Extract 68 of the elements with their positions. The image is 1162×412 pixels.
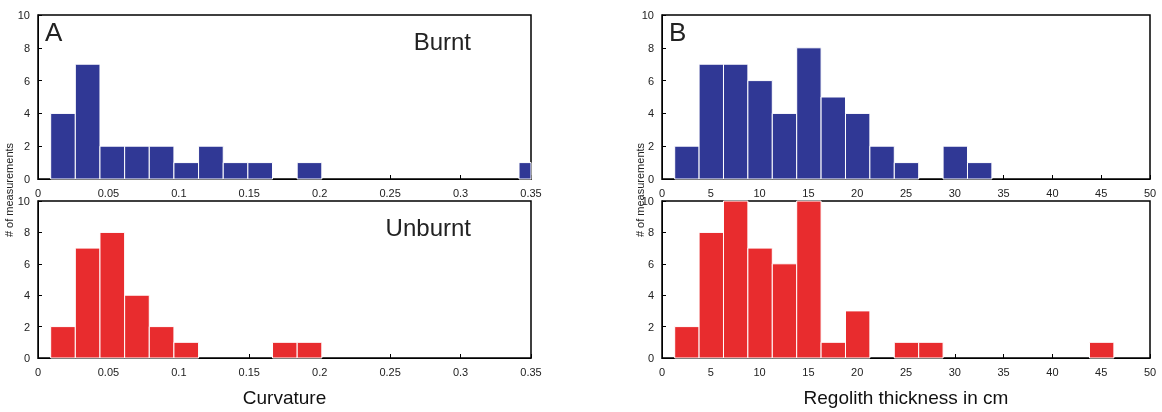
y-tick-label: 10	[17, 195, 30, 207]
x-axis-title: Curvature	[242, 387, 327, 408]
y-tick-label: 4	[23, 289, 30, 302]
y-tick-label: 4	[23, 107, 30, 120]
y-tick-label: 10	[17, 9, 30, 21]
x-tick-label: 15	[802, 186, 815, 199]
x-tick-label: 0	[34, 186, 42, 199]
x-tick-label: 0.25	[379, 365, 401, 378]
annotation: Unburnt	[385, 213, 472, 241]
y-tick-label: 6	[647, 74, 654, 87]
x-tick-label: 0	[34, 365, 42, 378]
x-tick-label: 0.3	[452, 365, 469, 378]
x-tick-label: 0.1	[171, 365, 187, 378]
y-tick-label: 10	[641, 9, 654, 21]
y-tick-label: 4	[647, 107, 654, 120]
x-tick-label: 5	[707, 365, 714, 378]
y-tick-label: 0	[647, 173, 654, 185]
x-tick-label: 0.35	[520, 186, 542, 199]
x-tick-label: 0.25	[379, 186, 401, 199]
x-tick-label: 0.15	[238, 365, 260, 378]
x-tick-label: 50	[1143, 365, 1157, 378]
x-tick-label: 30	[948, 365, 961, 378]
x-tick-label: 0.1	[171, 186, 187, 199]
annotation: Burnt	[413, 27, 472, 55]
y-tick-label: 2	[23, 140, 30, 153]
y-tick-label: 6	[23, 74, 30, 87]
x-tick-label: 0.2	[312, 186, 328, 199]
x-tick-label: 0.05	[97, 186, 120, 199]
x-tick-label: 0	[658, 365, 666, 378]
y-tick-label: 6	[23, 257, 30, 270]
x-tick-label: 0	[658, 186, 666, 199]
x-tick-label: 15	[802, 365, 815, 378]
x-tick-label: 25	[899, 186, 913, 199]
x-tick-label: 30	[948, 186, 961, 199]
y-tick-label: 8	[647, 41, 654, 54]
x-tick-label: 50	[1143, 186, 1157, 199]
annotation: A	[45, 17, 63, 47]
y-axis-title: # of measurements	[3, 142, 15, 238]
x-axis-title: Regolith thickness in cm	[803, 387, 1009, 408]
y-tick-label: 2	[23, 320, 30, 333]
x-tick-label: 20	[851, 365, 864, 378]
y-tick-label: 2	[647, 140, 654, 153]
x-tick-label: 45	[1095, 365, 1108, 378]
x-tick-label: 20	[851, 186, 864, 199]
y-tick-label: 8	[647, 226, 654, 239]
y-tick-label: 0	[23, 173, 30, 185]
x-tick-label: 35	[997, 365, 1010, 378]
y-tick-label: 8	[23, 226, 30, 239]
x-tick-label: 35	[997, 186, 1010, 199]
y-tick-label: 4	[647, 289, 654, 302]
x-tick-label: 40	[1046, 186, 1059, 199]
y-tick-label: 6	[647, 257, 654, 270]
y-tick-label: 0	[23, 352, 30, 364]
x-tick-label: 0.2	[312, 365, 328, 378]
x-tick-label: 0.05	[97, 365, 120, 378]
x-tick-label: 10	[753, 365, 766, 378]
annotation: B	[669, 17, 687, 47]
x-tick-label: 25	[899, 365, 913, 378]
y-tick-label: 8	[23, 41, 30, 54]
x-tick-label: 45	[1095, 186, 1108, 199]
y-tick-label: 2	[647, 320, 654, 333]
x-tick-label: 10	[753, 186, 766, 199]
y-tick-label: 0	[647, 352, 654, 364]
x-tick-label: 0.15	[238, 186, 260, 199]
x-tick-label: 0.35	[520, 365, 542, 378]
x-tick-label: 0.3	[452, 186, 469, 199]
x-tick-label: 40	[1046, 365, 1059, 378]
x-tick-label: 5	[707, 186, 714, 199]
